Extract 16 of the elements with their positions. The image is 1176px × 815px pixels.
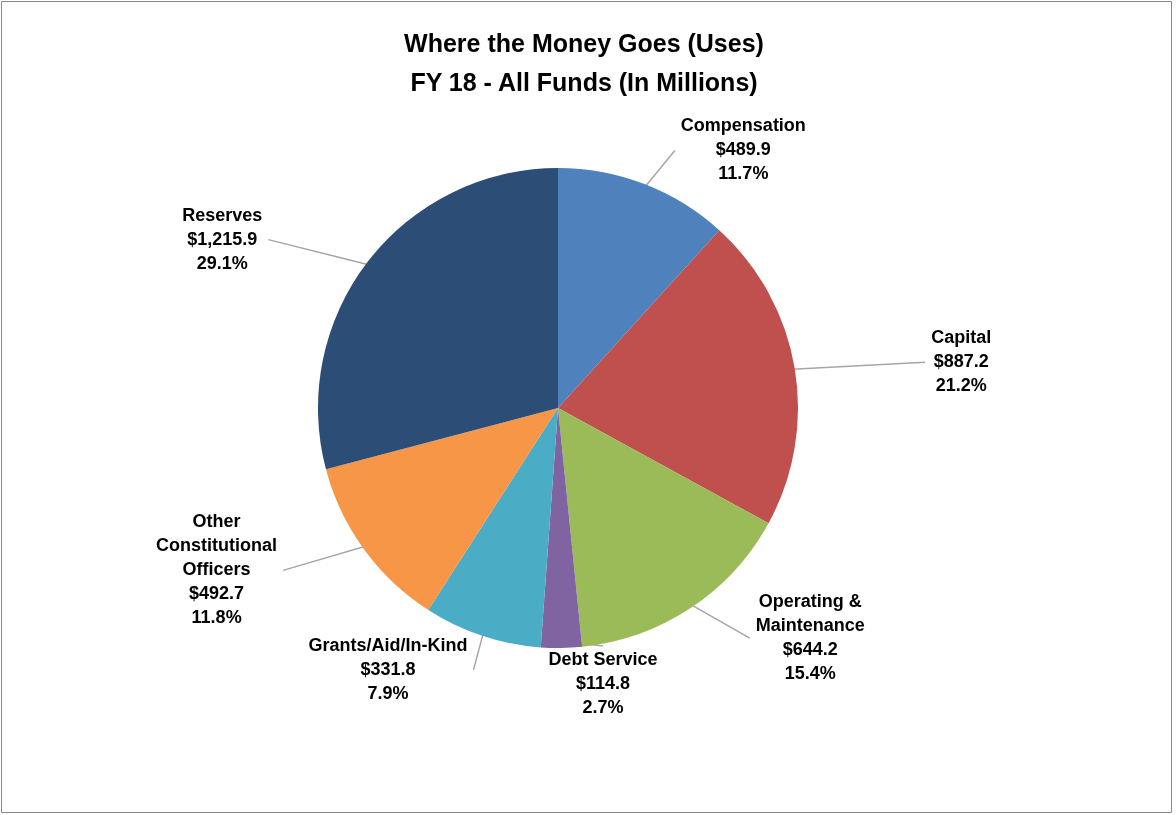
data-label: $114.8 2.7% bbox=[575, 672, 631, 717]
slice-label: Debt Service bbox=[548, 648, 658, 669]
chart-title: Where the Money Goes (Uses) bbox=[404, 28, 764, 57]
slice-label: Compensation bbox=[680, 115, 806, 136]
data-label: $331.8 7.9% bbox=[360, 658, 416, 703]
chart-subtitle: FY 18 - All Funds (In Millions) bbox=[410, 67, 758, 96]
data-label: $492.7 11.8% bbox=[189, 583, 245, 628]
data-label: $887.2 21.2% bbox=[933, 351, 989, 396]
slice-label: Grants/Aid/In-Kind bbox=[308, 634, 468, 655]
data-label: $489.9 11.7% bbox=[715, 139, 771, 184]
slice-label: Reserves bbox=[182, 204, 263, 225]
slice-label: Capital bbox=[931, 327, 992, 348]
slice-label: Other Constitutional Officers bbox=[156, 511, 278, 580]
data-label: $1,215.9 29.1% bbox=[187, 228, 258, 273]
data-label: $644.2 15.4% bbox=[782, 639, 838, 684]
slice-label: Operating & Maintenance bbox=[755, 591, 865, 636]
